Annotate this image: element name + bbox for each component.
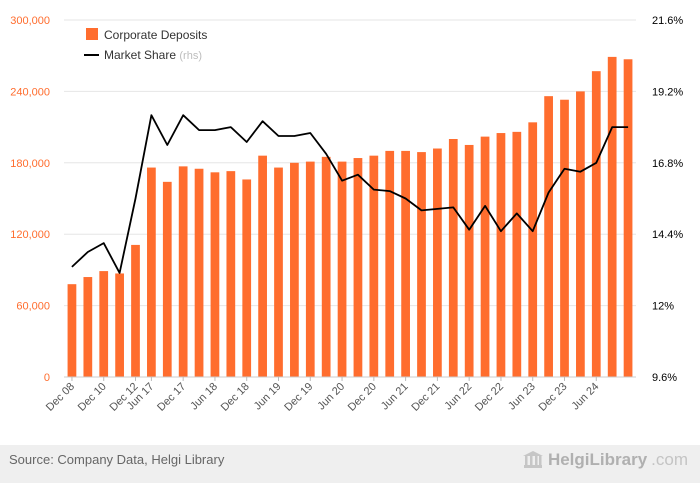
y-left-tick-label: 120,000 [10, 229, 50, 241]
brand-tld: .com [651, 450, 688, 469]
bar [385, 150, 395, 377]
x-tick-label: Dec 23 [536, 381, 569, 414]
bar [242, 179, 252, 377]
x-tick-label: Jun 21 [379, 381, 411, 413]
bar [528, 122, 538, 377]
x-tick-label: Dec 10 [76, 381, 109, 414]
x-tick-label: Dec 08 [44, 381, 77, 414]
y-right-tick-label: 9.6% [652, 372, 677, 384]
y-left-tick-label: 180,000 [10, 158, 50, 170]
bar [115, 273, 124, 377]
bar [591, 71, 601, 378]
y-left-tick-label: 300,000 [10, 15, 50, 27]
x-tick-label: Dec 17 [155, 381, 188, 414]
x-tick-label: Jun 24 [570, 381, 602, 413]
chart-svg: 0 60,000 120,000 180,000 240,000 300,000 9.6% 1… [10, 15, 683, 414]
bar [544, 96, 553, 377]
bar [607, 56, 617, 377]
bar [401, 150, 410, 377]
legend-label-deposits: Corporate Deposits [104, 28, 207, 42]
bar [464, 144, 474, 377]
bar [369, 155, 379, 377]
bar [623, 59, 633, 378]
bar [162, 181, 172, 377]
brand-logo[interactable]: HelgiLibrary .com [522, 450, 688, 470]
bar [305, 161, 315, 377]
y-left-tick-label: 0 [44, 372, 50, 384]
bar [576, 91, 585, 378]
x-tick-label: Dec 18 [219, 381, 252, 414]
x-tick-label: Jun 23 [506, 381, 538, 413]
x-tick-label: Dec 20 [346, 381, 379, 414]
bar [321, 156, 331, 377]
market-share-line [71, 114, 629, 274]
y-right-tick-label: 12% [652, 301, 674, 313]
bar [83, 277, 93, 377]
bar [560, 99, 569, 377]
x-tick-label: Jun 18 [188, 381, 220, 413]
x-tick-label: Dec 21 [409, 381, 442, 414]
bar [274, 167, 283, 377]
x-tick-label: Jun 20 [315, 381, 347, 413]
legend-rhs-suffix: (rhs) [179, 50, 202, 62]
bar [448, 139, 458, 377]
bar [210, 172, 220, 377]
bar [147, 167, 156, 377]
y-left-tick-label: 60,000 [16, 301, 50, 313]
y-left-tick-label: 240,000 [10, 86, 50, 98]
bar [290, 162, 299, 377]
bar [512, 131, 522, 377]
bar [99, 271, 109, 377]
source-note: Source: Company Data, Helgi Library [9, 452, 225, 467]
bar [67, 284, 77, 377]
bar [433, 148, 442, 377]
brand-name: HelgiLibrary [547, 450, 648, 469]
bar [337, 161, 347, 377]
bar [131, 244, 140, 377]
library-building-icon [522, 451, 543, 468]
chart-area: 0 60,000 120,000 180,000 240,000 300,000 9.6% 1… [10, 15, 683, 414]
legend-swatch-deposits [86, 28, 98, 40]
x-tick-label: Jun 19 [252, 381, 284, 413]
bar [178, 166, 188, 377]
footer-bar: Source: Company Data, Helgi Library Helg… [0, 445, 700, 483]
legend-label-market-share: Market Share (rhs) [104, 48, 202, 62]
bar [480, 136, 490, 377]
bar [226, 171, 236, 377]
x-tick-label: Dec 22 [473, 381, 506, 414]
bar [353, 158, 363, 377]
bar [258, 155, 267, 377]
y-right-tick-label: 16.8% [652, 158, 683, 170]
bar [496, 133, 506, 377]
x-tick-label: Jun 22 [442, 381, 474, 413]
y-right-tick-label: 19.2% [652, 86, 683, 98]
bar [417, 152, 426, 377]
y-right-tick-label: 21.6% [652, 15, 683, 27]
y-right-tick-label: 14.4% [652, 229, 683, 241]
bar [194, 168, 204, 377]
x-tick-label: Dec 19 [282, 381, 315, 414]
